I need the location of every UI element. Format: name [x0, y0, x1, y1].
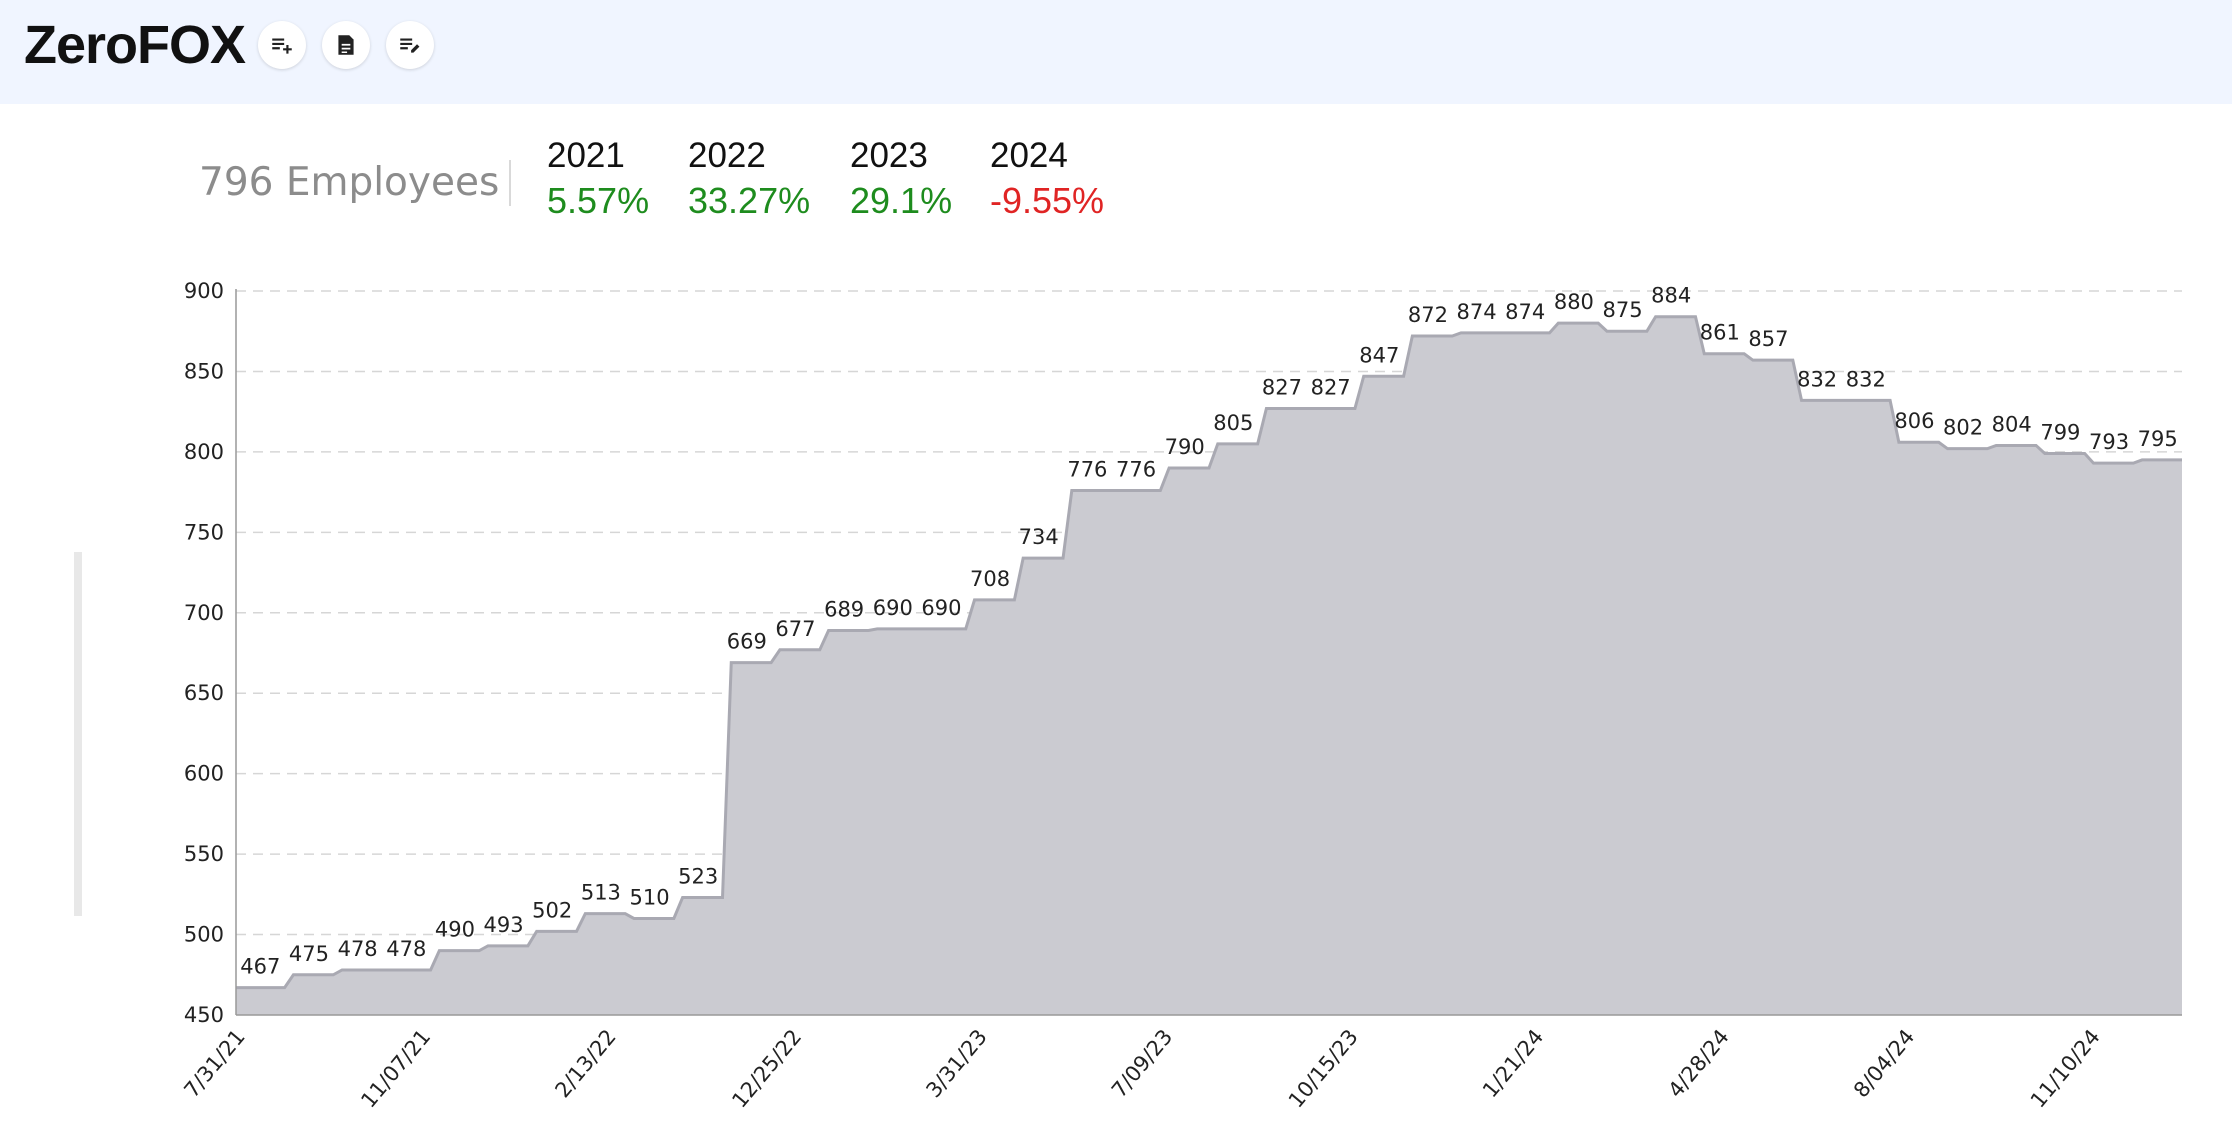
data-label: 832 — [1797, 367, 1837, 391]
data-label: 802 — [1943, 416, 1983, 440]
y-tick-label: 500 — [184, 923, 224, 947]
data-label: 827 — [1262, 375, 1302, 399]
document-button[interactable] — [322, 21, 370, 69]
x-tick-label: 4/28/24 — [1663, 1025, 1733, 1102]
data-label: 478 — [386, 937, 426, 961]
y-tick-label: 700 — [184, 601, 224, 625]
data-label: 708 — [970, 567, 1010, 591]
data-label: 806 — [1894, 409, 1934, 433]
data-label: 689 — [824, 597, 864, 621]
year-label: 2022 — [688, 136, 766, 175]
data-label: 804 — [1992, 412, 2032, 436]
year-change: 29.1% — [850, 180, 953, 221]
data-label: 690 — [873, 596, 913, 620]
employee-count: 796 Employees — [199, 160, 500, 205]
data-label: 493 — [484, 913, 524, 937]
data-label: 475 — [289, 942, 329, 966]
data-label: 669 — [727, 630, 767, 654]
data-label: 776 — [1067, 458, 1107, 482]
data-label: 523 — [678, 865, 718, 889]
data-label: 478 — [338, 937, 378, 961]
data-label: 884 — [1651, 284, 1691, 308]
year-stat-2021: 2021 5.57% — [547, 136, 649, 222]
data-label: 805 — [1213, 411, 1253, 435]
data-label: 875 — [1602, 298, 1642, 322]
data-label: 490 — [435, 918, 475, 942]
playlist-edit-icon — [400, 38, 420, 53]
year-change: 33.27% — [688, 180, 811, 221]
year-change: 5.57% — [547, 180, 650, 221]
scroll-track[interactable] — [74, 552, 82, 916]
x-tick-label: 10/15/23 — [1284, 1025, 1363, 1113]
data-label: 734 — [1019, 525, 1059, 549]
x-tick-label: 3/31/23 — [921, 1025, 991, 1102]
add-to-list-button[interactable] — [258, 21, 306, 69]
year-label: 2021 — [547, 136, 625, 175]
x-tick-label: 7/31/21 — [179, 1025, 249, 1102]
x-tick-label: 8/04/24 — [1849, 1025, 1919, 1102]
data-label: 832 — [1846, 367, 1886, 391]
y-tick-label: 750 — [184, 520, 224, 544]
x-tick-label: 1/21/24 — [1478, 1025, 1548, 1102]
y-tick-label: 800 — [184, 440, 224, 464]
year-stat-2022: 2022 33.27% — [688, 136, 810, 222]
y-tick-label: 550 — [184, 842, 224, 866]
year-stat-2023: 2023 29.1% — [850, 136, 952, 222]
x-tick-label: 11/10/24 — [2026, 1025, 2105, 1113]
data-label: 513 — [581, 881, 621, 905]
x-tick-label: 12/25/22 — [727, 1025, 806, 1113]
data-label: 677 — [775, 617, 815, 641]
data-label: 467 — [240, 955, 280, 979]
data-label: 793 — [2089, 430, 2129, 454]
playlist-add-icon — [272, 38, 292, 54]
area-fill — [236, 316, 2182, 1016]
y-tick-label: 900 — [184, 279, 224, 303]
edit-list-button[interactable] — [386, 21, 434, 69]
y-tick-label: 850 — [184, 359, 224, 383]
series-line — [236, 315, 2182, 990]
data-label: 827 — [1311, 375, 1351, 399]
data-label: 502 — [532, 898, 572, 922]
company-name: ZeroFOX — [24, 15, 246, 75]
data-label: 690 — [921, 596, 961, 620]
data-label: 861 — [1700, 321, 1740, 345]
year-change: -9.55% — [990, 180, 1105, 221]
data-label: 874 — [1457, 300, 1497, 324]
x-tick-label: 11/07/21 — [356, 1025, 435, 1113]
y-tick-label: 600 — [184, 762, 224, 786]
x-tick-label: 2/13/22 — [550, 1025, 620, 1102]
year-stat-2024: 2024 -9.55% — [990, 136, 1104, 222]
employee-count-chart: 450 500 550 600 650 700 750 800 850 900 467 475 478 4… — [179, 279, 2182, 1113]
year-label: 2023 — [850, 136, 928, 175]
top-bar: ZeroFOX — [0, 0, 2232, 104]
data-label: 795 — [2138, 427, 2178, 451]
year-label: 2024 — [990, 136, 1068, 175]
data-label: 880 — [1554, 290, 1594, 314]
data-label: 847 — [1359, 343, 1399, 367]
y-tick-label: 650 — [184, 681, 224, 705]
data-label: 799 — [2040, 420, 2080, 444]
y-tick-label: 450 — [184, 1003, 224, 1027]
x-tick-label: 7/09/23 — [1107, 1025, 1177, 1102]
data-label: 776 — [1116, 458, 1156, 482]
data-label: 510 — [629, 885, 669, 909]
data-label: 874 — [1505, 300, 1545, 324]
data-label: 790 — [1165, 435, 1205, 459]
divider — [509, 160, 511, 206]
data-label: 872 — [1408, 303, 1448, 327]
document-icon — [338, 35, 354, 55]
data-label: 857 — [1748, 327, 1788, 351]
